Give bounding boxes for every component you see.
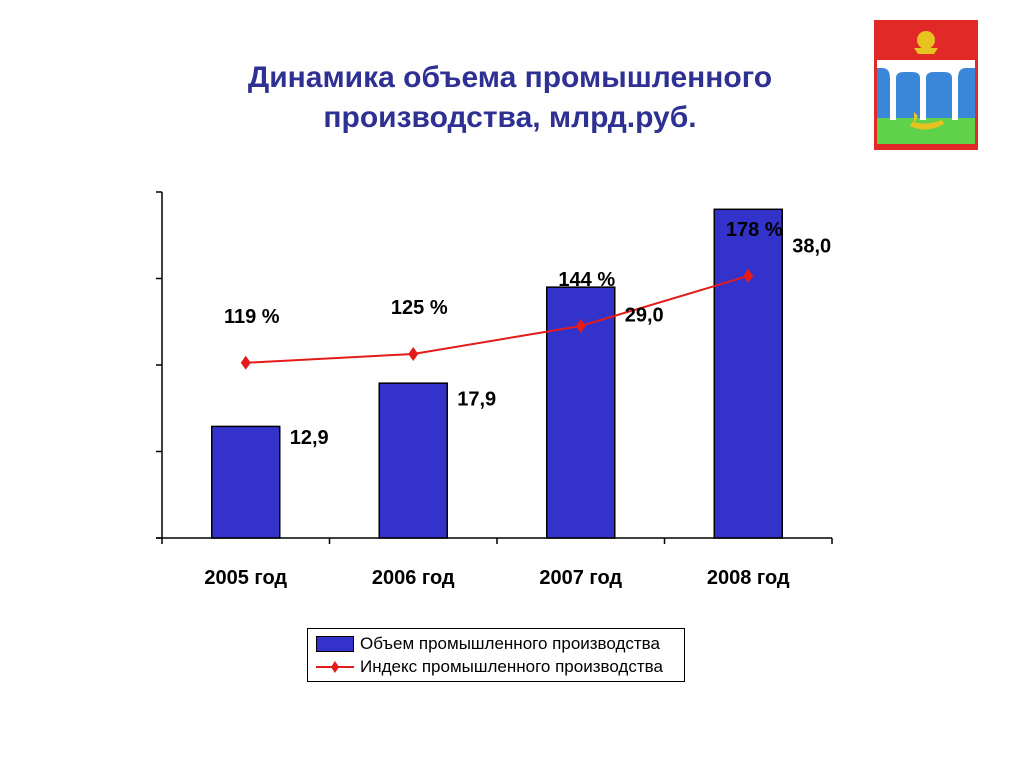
index-point-4 [743, 268, 754, 283]
legend-item-index: Индекс промышленного производства [316, 656, 663, 678]
legend-bar-swatch [316, 636, 354, 652]
bar-value-label: 38,0 [792, 236, 831, 258]
chart-title: Динамика объема промышленного производст… [120, 58, 900, 138]
index-point-3 [575, 318, 586, 333]
x-tick-label: 2008 год [707, 567, 790, 589]
index-point-2 [408, 346, 419, 361]
bar-value-label: 29,0 [625, 304, 664, 326]
x-tick-label: 2007 год [539, 567, 622, 589]
index-point-1 [240, 355, 251, 370]
coat-of-arms-icon [874, 20, 978, 150]
index-line [240, 268, 754, 370]
chart-area: 12,9 17,9 29,0 38,0 119 % 125 % 144 % 178 % 200… [156, 191, 833, 589]
x-tick-labels: 2005 год 2006 год 2007 год 2008 год [204, 567, 790, 589]
index-value-label: 119 % [224, 306, 280, 328]
bar-value-label: 17,9 [457, 389, 496, 411]
index-line-path [245, 274, 749, 364]
index-value-label: 178 % [726, 219, 783, 241]
index-value-label: 144 % [558, 269, 615, 291]
bar-2 [378, 382, 448, 539]
index-value-label: 125 % [391, 297, 448, 319]
x-tick-label: 2005 год [204, 567, 287, 589]
legend-line-label: Индекс промышленного производства [360, 657, 663, 676]
bar-1 [211, 425, 281, 539]
data-labels: 12,9 17,9 29,0 38,0 119 % 125 % 144 % 178 % [224, 219, 831, 449]
bar-4 [713, 208, 783, 539]
title-line-2: производства, млрд.руб. [323, 101, 697, 134]
bars [211, 208, 783, 539]
bar-value-label: 12,9 [290, 427, 329, 449]
legend-item-volume: Объем промышленного производства [316, 633, 660, 655]
legend-bar-label: Объем промышленного производства [360, 634, 660, 653]
legend: Объем промышленного производства Индекс … [307, 628, 685, 682]
x-tick-label: 2006 год [372, 567, 455, 589]
title-line-1: Динамика объема промышленного [247, 61, 773, 94]
legend-line-swatch [316, 661, 354, 673]
